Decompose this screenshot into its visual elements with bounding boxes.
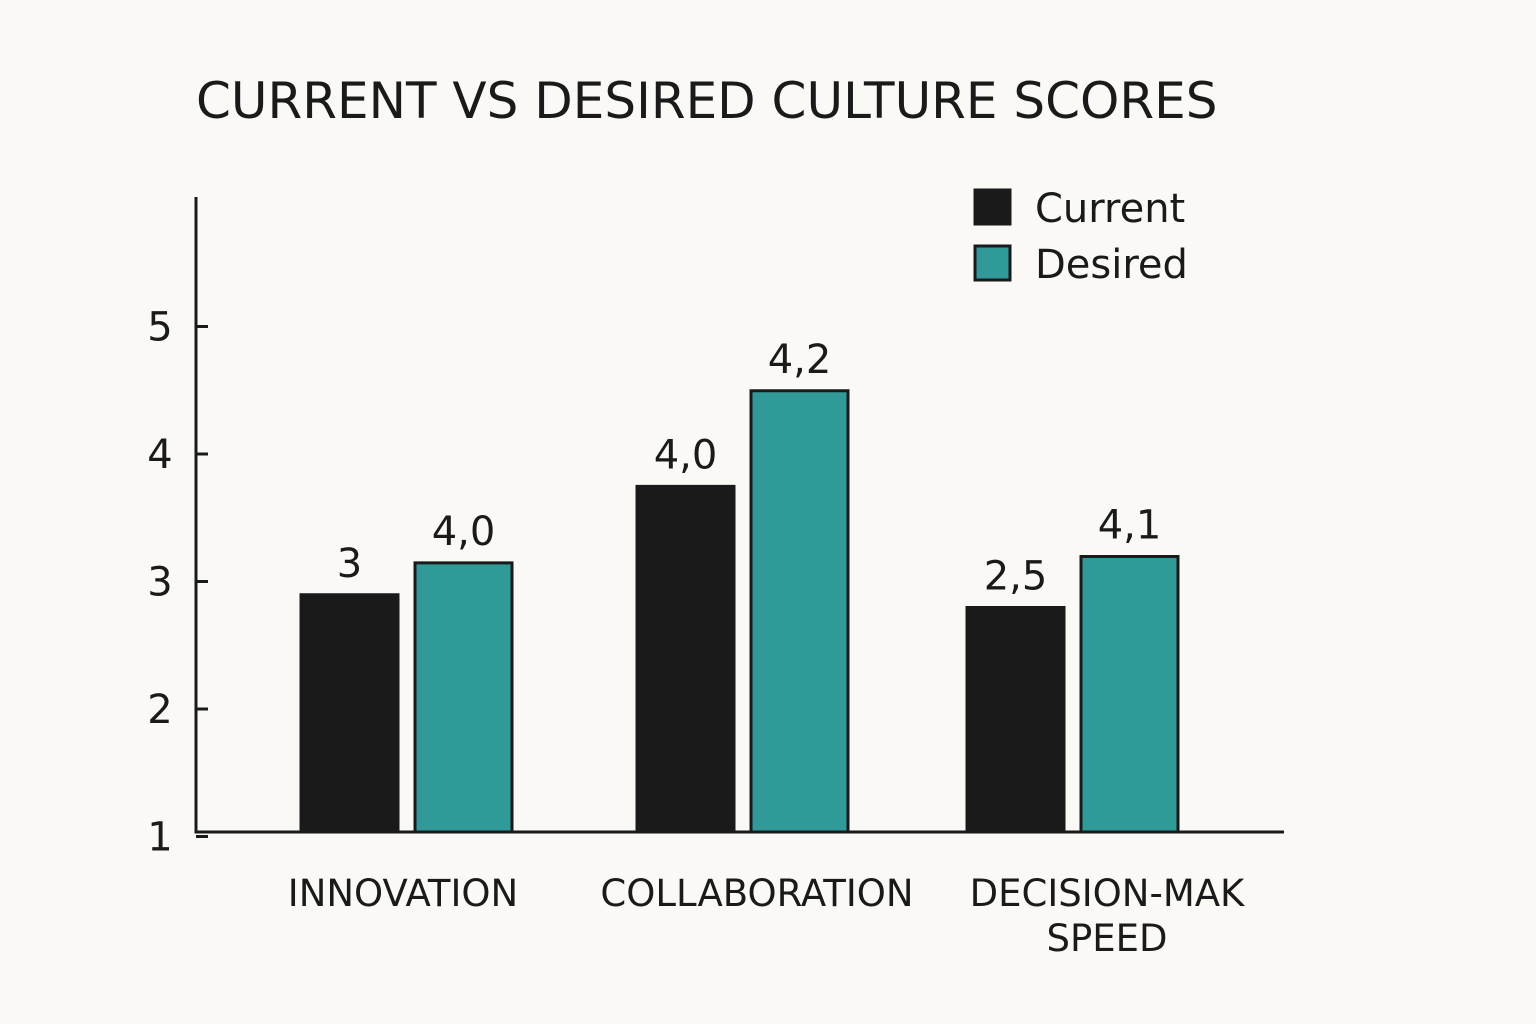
bar-desired xyxy=(749,389,850,834)
data-label: 4,0 xyxy=(432,509,496,555)
y-tick-label: 5 xyxy=(147,305,172,351)
category-label: DECISION-MAK xyxy=(970,872,1246,915)
bars xyxy=(299,389,1180,834)
bar-desired xyxy=(1079,555,1180,834)
legend-swatch-current xyxy=(973,188,1012,226)
category-label: COLLABORATION xyxy=(600,872,913,915)
legend: Current Desired xyxy=(973,186,1188,288)
data-label: 4,1 xyxy=(1098,503,1162,549)
category-label: SPEED xyxy=(1046,917,1167,960)
data-label: 2,5 xyxy=(984,554,1048,600)
y-tick-label: 3 xyxy=(147,560,172,606)
data-label: 4,2 xyxy=(768,337,832,383)
data-label: 3 xyxy=(337,541,362,587)
y-tick-label: 1 xyxy=(147,815,172,861)
y-tick-label: 2 xyxy=(147,687,172,733)
bar-current xyxy=(299,593,400,834)
legend-label-current: Current xyxy=(1035,186,1185,232)
data-labels: 3 4,0 2,5 4,0 4,2 4,1 xyxy=(337,337,1162,600)
bar-current xyxy=(635,484,736,834)
legend-label-desired: Desired xyxy=(1035,242,1188,288)
data-label: 4,0 xyxy=(654,432,718,478)
bar-current xyxy=(965,606,1066,834)
legend-swatch-desired xyxy=(973,244,1012,282)
category-label: INNOVATION xyxy=(288,872,518,915)
bar-desired xyxy=(413,561,514,834)
y-tick-label: 4 xyxy=(147,432,172,478)
chart-title: CURRENT VS DESIRED CULTURE SCORES xyxy=(196,72,1217,130)
